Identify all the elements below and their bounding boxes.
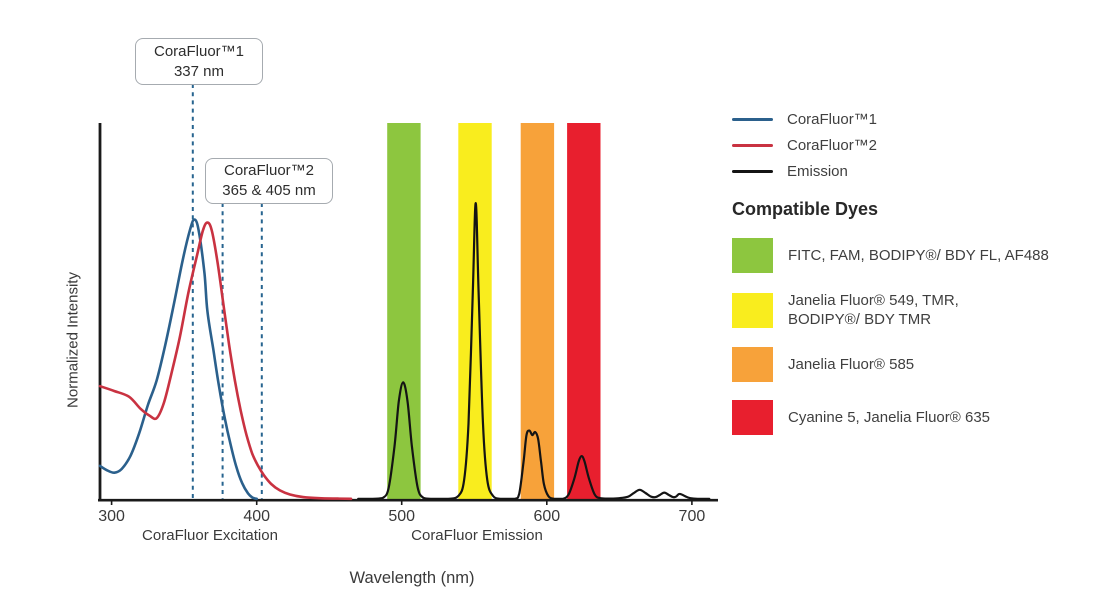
dye-swatch-yellow <box>732 292 773 328</box>
legend-item-corafluor1: CoraFluor™1 <box>732 110 877 129</box>
x-section-label-excitation: CoraFluor Excitation <box>142 527 278 544</box>
dye-swatch-green <box>732 238 773 273</box>
legend-line-red <box>732 144 773 147</box>
x-tick-label: 700 <box>679 508 706 525</box>
legend-label: CoraFluor™2 <box>787 137 878 154</box>
legend-label: Emission <box>787 163 848 180</box>
legend-line-blue <box>732 118 773 121</box>
annotation-corafluor1-name: CoraFluor™1 <box>153 42 245 60</box>
dye-swatch-red <box>732 400 773 435</box>
x-tick-label: 500 <box>388 508 415 525</box>
legend-item-corafluor2: CoraFluor™2 <box>732 136 877 155</box>
dye-label: Cyanine 5, Janelia Fluor® 635 <box>788 409 991 426</box>
dye-label: Janelia Fluor® 549, TMR, BODIPY®/ BDY TM… <box>788 292 959 328</box>
curve-corafluor-1 <box>98 218 258 501</box>
x-axis-label: Wavelength (nm) <box>349 569 475 587</box>
dye-label: Janelia Fluor® 585 <box>788 356 915 373</box>
legend-item-emission: Emission <box>732 162 877 181</box>
curve-emission <box>357 202 711 500</box>
annotation-corafluor2: CoraFluor™2 365 & 405 nm <box>205 158 333 204</box>
x-tick-label: 400 <box>243 508 270 525</box>
dye-row-yellow: Janelia Fluor® 549, TMR, BODIPY®/ BDY TM… <box>732 291 1049 329</box>
annotation-corafluor2-name: CoraFluor™2 <box>223 162 315 179</box>
band-green <box>387 123 421 500</box>
legend: CoraFluor™1 CoraFluor™2 Emission <box>732 110 877 181</box>
dye-row-green: FITC, FAM, BODIPY®/ BDY FL, AF488 <box>732 238 1049 273</box>
dye-label: FITC, FAM, BODIPY®/ BDY FL, AF488 <box>788 247 1049 264</box>
dye-row-red: Cyanine 5, Janelia Fluor® 635 <box>732 400 1049 435</box>
x-tick-label: 300 <box>98 508 125 525</box>
x-section-label-emission: CoraFluor Emission <box>411 527 543 544</box>
curve-corafluor-2 <box>98 221 353 501</box>
annotation-corafluor1-wavelength: 337 nm <box>173 62 225 80</box>
annotation-corafluor2-wavelength: 365 & 405 nm <box>222 182 316 199</box>
annotation-corafluor1: CoraFluor™1 337 nm <box>135 38 263 85</box>
spectra-plot: 300 400 500 600 700 <box>98 84 718 525</box>
compatible-dyes-heading: Compatible Dyes <box>732 199 879 219</box>
y-axis-label: Normalized Intensity <box>64 272 82 408</box>
band-red <box>567 123 601 500</box>
compatible-dyes-list: FITC, FAM, BODIPY®/ BDY FL, AF488 Janeli… <box>732 238 1049 435</box>
band-yellow <box>458 123 492 500</box>
dye-swatch-orange <box>732 347 773 382</box>
dye-row-orange: Janelia Fluor® 585 <box>732 347 1049 382</box>
legend-line-black <box>732 170 773 173</box>
x-tick-label: 600 <box>533 508 560 525</box>
legend-label: CoraFluor™1 <box>787 111 878 128</box>
